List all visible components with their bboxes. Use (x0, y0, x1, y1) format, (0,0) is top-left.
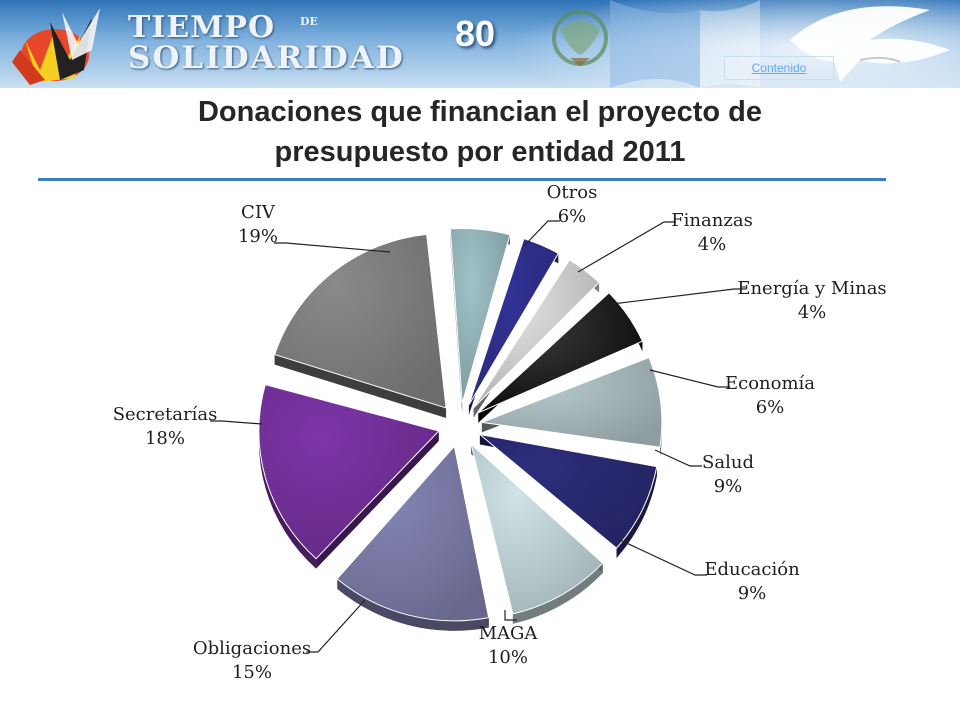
pie-slice-civ (274, 233, 447, 418)
leader-line (649, 369, 730, 388)
page-number: 80 (455, 13, 496, 54)
slice-label-percent: 18% (145, 428, 185, 449)
slice-label-name: Salud (702, 452, 754, 473)
slice-label-percent: 9% (738, 583, 767, 604)
pie-slice-face (479, 356, 663, 448)
pie-slice-obligaciones (336, 445, 490, 631)
leader-line (523, 220, 560, 247)
slice-label-name: MAGA (479, 623, 539, 644)
pie-slice-side (512, 563, 603, 624)
slice-label-percent: 4% (698, 234, 727, 255)
leader-line (210, 420, 263, 425)
pie-slice-face (473, 259, 600, 409)
pie-slice-educaci-n (478, 433, 658, 559)
brand-tiempo: TIEMPO (128, 10, 276, 45)
leader-line (619, 539, 707, 576)
header-banner: TIEMPO DE SOLIDARIDAD 80 Contenido (0, 0, 960, 88)
pie-slice-face (470, 442, 604, 615)
dove-icon (790, 6, 950, 82)
slice-label-name: Energía y Minas (737, 278, 886, 299)
slice-label-percent: 10% (488, 647, 528, 668)
leader-line (577, 221, 676, 273)
pie-slice-side (258, 384, 317, 569)
slice-label-percent: 9% (714, 476, 743, 497)
contenido-link[interactable]: Contenido (724, 56, 834, 80)
pie-slice-face (477, 292, 644, 414)
pie-slice-energ-a-y-minas (473, 259, 600, 418)
pie-slice-wall (274, 354, 447, 418)
slice-label-name: Economía (725, 373, 815, 394)
pie-slice-side (616, 466, 657, 559)
title-line-2: presupuesto por entidad 2011 (274, 136, 686, 168)
slice-label-name: Secretarías (113, 404, 218, 425)
slice-label-percent: 4% (798, 302, 827, 323)
brand-solidaridad: SOLIDARIDAD (128, 40, 405, 76)
title-line-1: Donaciones que financian el proyecto de (197, 96, 762, 128)
pie-slice-face (336, 445, 490, 622)
slice-label-name: Obligaciones (193, 638, 311, 659)
leader-line (654, 449, 702, 467)
slice-label-name: Educación (704, 559, 800, 580)
slice-label-name: CIV (241, 202, 276, 223)
title-underline (38, 178, 886, 181)
leader-line (504, 610, 517, 621)
slice-label-percent: 19% (238, 226, 278, 247)
slice-label-percent: 15% (232, 662, 272, 683)
flag-icon (610, 0, 760, 88)
pie-slice-face (478, 433, 658, 549)
banner-graphics (12, 0, 950, 88)
pie-slice-finanzas (468, 238, 560, 415)
brand-de: DE (300, 15, 318, 28)
pie-slice-salud (479, 356, 663, 458)
coat-of-arms-icon (552, 10, 608, 66)
pie-slice-maga (470, 442, 604, 624)
pie-slice-wall (316, 430, 439, 569)
slice-label-name: Finanzas (671, 210, 753, 231)
leader-line (306, 599, 366, 653)
slice-label-percent: 6% (756, 397, 785, 418)
slide-title: Donaciones que financian el proyecto de … (40, 92, 920, 172)
hands-logo-icon (12, 8, 100, 85)
pie-slice-face (274, 233, 447, 409)
pie-slice-secretar-as (258, 384, 440, 569)
slice-label-percent: 6% (558, 206, 587, 227)
pie-slice-face (449, 228, 511, 404)
pie-slice-econom-a (477, 292, 644, 423)
pie-slice-side (337, 578, 489, 631)
pie-slice-otros (449, 228, 511, 414)
slice-label-name: Otros (547, 182, 598, 203)
leader-line (274, 242, 391, 253)
pie-slice-face (258, 384, 440, 560)
leader-line (611, 288, 746, 305)
pie-slice-face (468, 238, 560, 406)
